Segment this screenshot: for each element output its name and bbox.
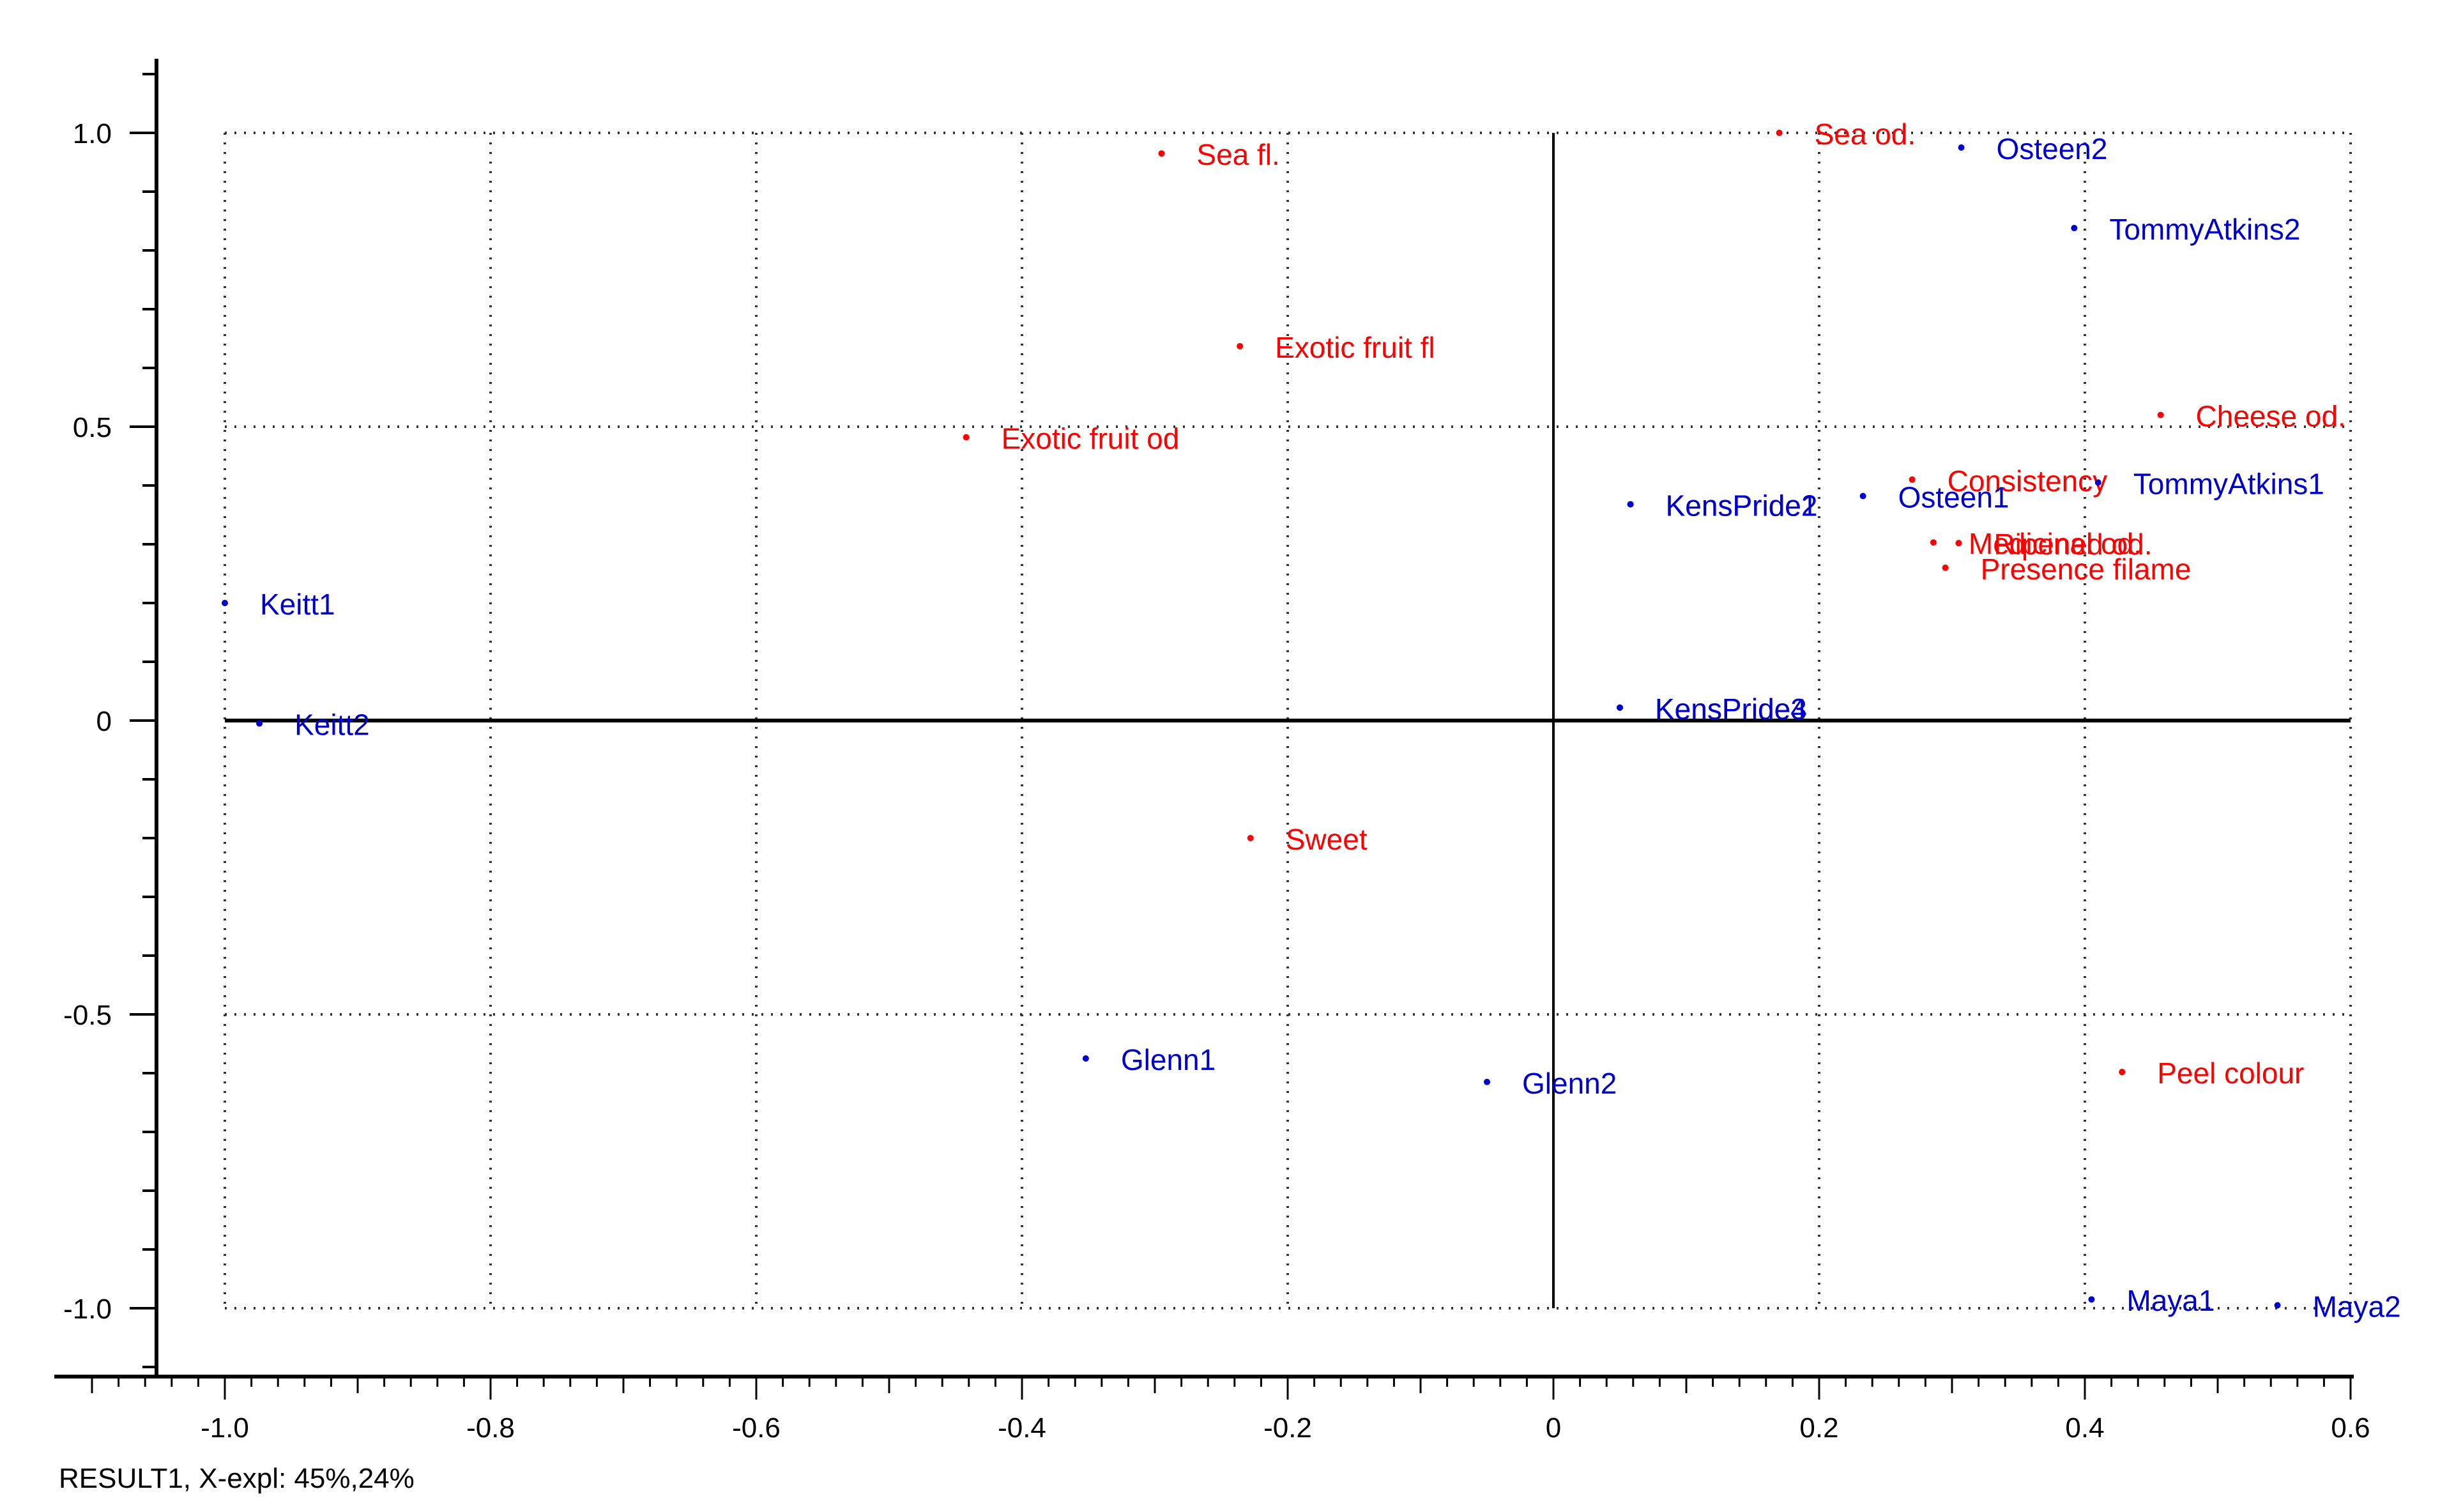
sample-label: TommyAtkins1: [2133, 467, 2324, 500]
sample-point: [1484, 1078, 1490, 1085]
sample-point: [2088, 1296, 2095, 1303]
attribute-point: [1158, 150, 1165, 157]
y-tick-label: 1.0: [73, 118, 112, 149]
attribute-point: [1942, 564, 1949, 571]
points-layer: Sea fl. Sea od. Exotic fruit fl Exotic frui…: [222, 118, 2401, 1323]
sample-point: [2274, 1302, 2281, 1309]
sample-point: [1617, 704, 1623, 711]
sample-label: Maya1: [2126, 1284, 2215, 1317]
y-tick-label: -1.0: [63, 1294, 112, 1325]
attribute-label: Exotic fruit fl: [1275, 331, 1435, 364]
attribute-point: [2119, 1069, 2126, 1076]
x-tick-label: -0.4: [998, 1412, 1046, 1444]
attribute-label: Presence filame: [1981, 553, 2192, 586]
sample-label: Osteen1: [1898, 481, 2009, 514]
x-tick-label: -1.0: [201, 1412, 249, 1444]
attribute-label: Consistency: [1948, 464, 2108, 498]
sample-point: [1958, 144, 1965, 151]
x-tick-label: -0.2: [1263, 1412, 1312, 1444]
attribute-label: Sea od.: [1815, 118, 1916, 151]
sample-point: [1859, 493, 1866, 500]
attribute-point: [1909, 476, 1916, 483]
attribute-label: Peel colour: [2157, 1057, 2304, 1090]
attribute-point: [1247, 835, 1254, 841]
sample-point: [222, 600, 228, 606]
x-tick-label: 0: [1546, 1412, 1561, 1444]
attribute-label: Sweet: [1286, 823, 1368, 856]
sample-point: [256, 720, 263, 727]
sample-label: Glenn1: [1121, 1043, 1216, 1076]
sample-label: KensPride1: [1666, 489, 1818, 522]
x-tick-label: -0.6: [732, 1412, 781, 1444]
sample-label: TommyAtkins2: [2109, 213, 2300, 246]
attribute-point: [963, 434, 970, 441]
attribute-label: Cheese od.: [2196, 400, 2346, 433]
y-tick-label: -0.5: [63, 1000, 112, 1031]
attribute-point: [2157, 411, 2164, 418]
x-tick-label: -0.8: [466, 1412, 515, 1444]
y-tick-label: 0: [96, 706, 112, 737]
footer-caption: RESULT1, X-expl: 45%,24%: [59, 1463, 415, 1494]
sample-label: Keitt1: [260, 588, 335, 621]
sample-point: [2094, 479, 2101, 486]
attribute-point: [1955, 540, 1962, 547]
sample-point: [1082, 1055, 1089, 1062]
attribute-point: [1930, 539, 1937, 546]
sample-label: Glenn2: [1522, 1067, 1617, 1100]
sample-point: [2071, 225, 2078, 232]
attribute-point: [1237, 342, 1244, 349]
x-tick-label: 0.2: [1799, 1412, 1838, 1444]
attribute-label: Ripened od.: [1994, 528, 2152, 561]
sample-label: Keitt2: [294, 708, 370, 742]
sample-label: Osteen2: [1997, 132, 2108, 165]
attribute-label: Exotic fruit od: [1002, 422, 1180, 455]
sample-label: KensPride3: [1655, 692, 1807, 726]
axes-layer: 1.0 0.5 0 -0.5 -1.0 -1.0 -0.8 -0.6 -0.4 -0.2 0 0.2 0…: [54, 59, 2370, 1444]
attribute-label: Sea fl.: [1196, 138, 1279, 171]
x-tick-label: 0.6: [2331, 1412, 2370, 1444]
attribute-point: [1776, 130, 1783, 136]
sample-label: KensPride4: [1655, 692, 1807, 726]
sample-point: [1627, 501, 1634, 508]
x-tick-label: 0.4: [2065, 1412, 2104, 1444]
sample-label: Maya2: [2313, 1290, 2401, 1323]
sample-label: KensPride2: [1666, 489, 1818, 522]
y-tick-label: 0.5: [73, 412, 112, 443]
attribute-label: Medicinal od.: [1969, 527, 2142, 560]
